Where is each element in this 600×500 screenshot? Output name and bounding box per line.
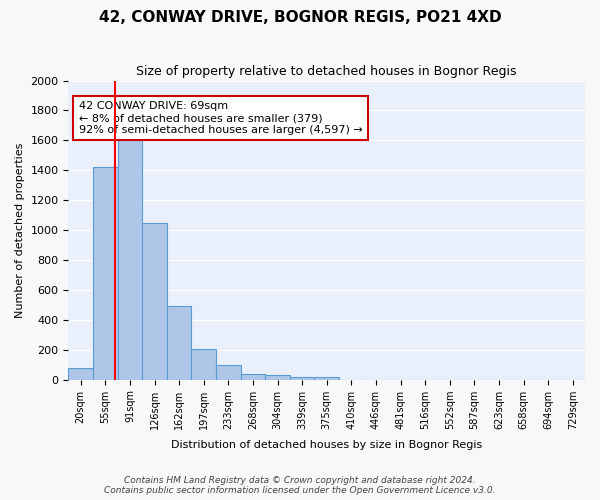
Bar <box>216 364 241 380</box>
Bar <box>68 368 93 380</box>
Y-axis label: Number of detached properties: Number of detached properties <box>15 142 25 318</box>
Bar <box>290 376 314 380</box>
Text: 42, CONWAY DRIVE, BOGNOR REGIS, PO21 4XD: 42, CONWAY DRIVE, BOGNOR REGIS, PO21 4XD <box>98 10 502 25</box>
Bar <box>265 376 290 380</box>
X-axis label: Distribution of detached houses by size in Bognor Regis: Distribution of detached houses by size … <box>171 440 482 450</box>
Text: Contains HM Land Registry data © Crown copyright and database right 2024.
Contai: Contains HM Land Registry data © Crown c… <box>104 476 496 495</box>
Bar <box>118 140 142 380</box>
Bar <box>142 222 167 380</box>
Bar <box>167 306 191 380</box>
Bar <box>191 349 216 380</box>
Bar <box>314 378 339 380</box>
Bar <box>93 168 118 380</box>
Bar <box>241 374 265 380</box>
Title: Size of property relative to detached houses in Bognor Regis: Size of property relative to detached ho… <box>136 65 517 78</box>
Text: 42 CONWAY DRIVE: 69sqm
← 8% of detached houses are smaller (379)
92% of semi-det: 42 CONWAY DRIVE: 69sqm ← 8% of detached … <box>79 102 362 134</box>
